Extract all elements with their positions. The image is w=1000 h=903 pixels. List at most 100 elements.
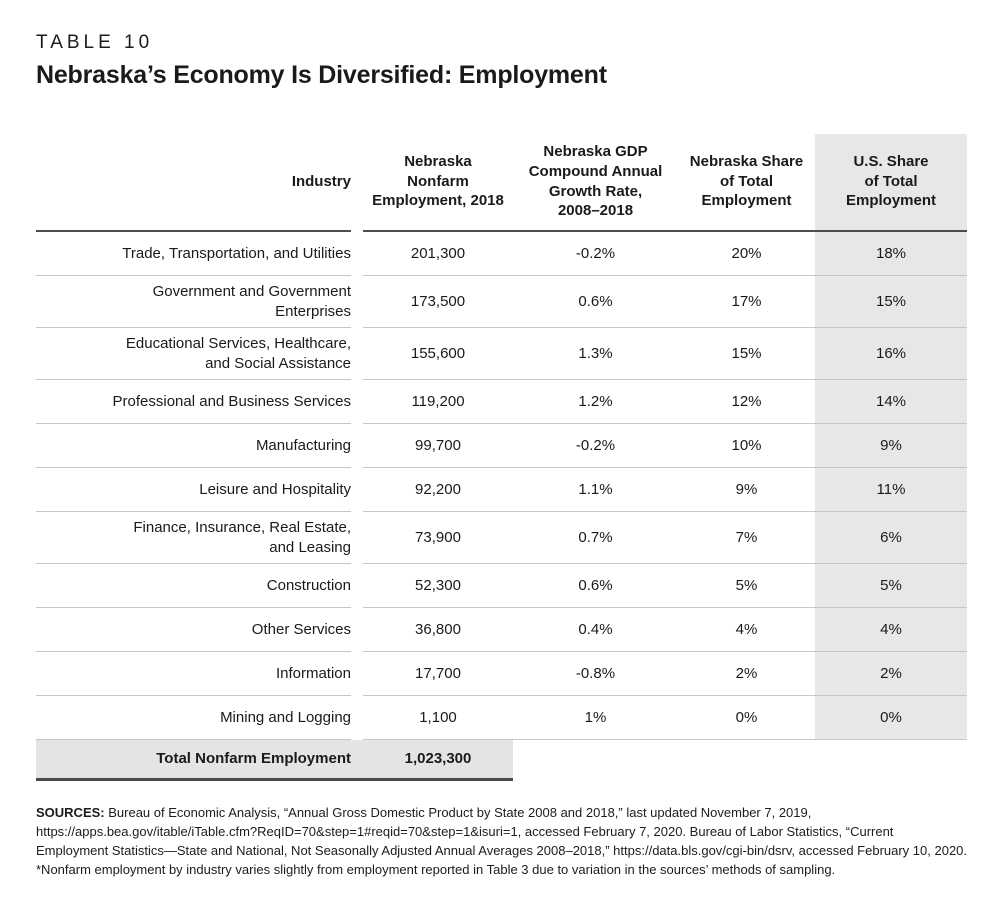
column-header-ne-share: Nebraska Share of Total Employment [678, 134, 815, 233]
column-gap [351, 696, 363, 740]
empty-cell [513, 740, 678, 781]
column-gap [351, 512, 363, 564]
ne-share-cell: 0% [678, 696, 815, 741]
employment-cell: 73,900 [363, 512, 513, 565]
employment-cell: 1,100 [363, 696, 513, 741]
us-share-cell: 0% [815, 696, 967, 741]
industry-cell: Construction [36, 564, 351, 609]
column-header-us-share: U.S. Share of Total Employment [815, 134, 967, 233]
column-gap [351, 740, 363, 782]
column-gap [351, 134, 363, 232]
total-label: Total Nonfarm Employment [36, 740, 351, 782]
industry-cell: Mining and Logging [36, 696, 351, 741]
employment-cell: 119,200 [363, 380, 513, 425]
sources-note: SOURCES: Bureau of Economic Analysis, “A… [36, 804, 967, 861]
table-row: Manufacturing 99,700 -0.2% 10% 9% [36, 424, 967, 469]
growth-cell: 0.6% [513, 276, 678, 329]
growth-cell: -0.2% [513, 424, 678, 469]
table-row: Leisure and Hospitality 92,200 1.1% 9% 1… [36, 468, 967, 513]
employment-cell: 92,200 [363, 468, 513, 513]
sources-label: SOURCES: [36, 805, 105, 821]
sources-text: Bureau of Economic Analysis, “Annual Gro… [36, 805, 968, 858]
industry-cell: Information [36, 652, 351, 697]
page-title: Nebraska’s Economy Is Diversified: Emplo… [36, 61, 607, 89]
column-gap [351, 424, 363, 468]
table-row: Information 17,700 -0.8% 2% 2% [36, 652, 967, 697]
employment-cell: 52,300 [363, 564, 513, 609]
employment-cell: 201,300 [363, 232, 513, 277]
table-footer: SOURCES: Bureau of Economic Analysis, “A… [36, 804, 967, 879]
total-row: Total Nonfarm Employment 1,023,300 [36, 740, 967, 782]
column-header-growth: Nebraska GDP Compound Annual Growth Rate… [513, 134, 678, 233]
growth-cell: 0.6% [513, 564, 678, 609]
industry-cell: Leisure and Hospitality [36, 468, 351, 513]
table-row: Mining and Logging 1,100 1% 0% 0% [36, 696, 967, 741]
employment-cell: 36,800 [363, 608, 513, 653]
us-share-cell: 2% [815, 652, 967, 697]
industry-cell: Finance, Insurance, Real Estate, and Lea… [36, 512, 351, 565]
ne-share-cell: 2% [678, 652, 815, 697]
table-row: Government and Government Enterprises 17… [36, 276, 967, 329]
industry-cell: Trade, Transportation, and Utilities [36, 232, 351, 277]
ne-share-cell: 20% [678, 232, 815, 277]
us-share-cell: 11% [815, 468, 967, 513]
total-value: 1,023,300 [363, 740, 513, 782]
column-gap [351, 652, 363, 696]
column-gap [351, 564, 363, 608]
table-number-label: TABLE 10 [36, 32, 154, 53]
growth-cell: 0.4% [513, 608, 678, 653]
us-share-cell: 15% [815, 276, 967, 329]
ne-share-cell: 12% [678, 380, 815, 425]
table-header-row: Industry Nebraska Nonfarm Employment, 20… [36, 134, 967, 233]
ne-share-cell: 15% [678, 328, 815, 381]
us-share-cell: 4% [815, 608, 967, 653]
industry-cell: Educational Services, Healthcare, and So… [36, 328, 351, 381]
empty-cell [815, 740, 967, 781]
growth-cell: 0.7% [513, 512, 678, 565]
column-gap [351, 468, 363, 512]
growth-cell: -0.2% [513, 232, 678, 277]
table-row: Professional and Business Services 119,2… [36, 380, 967, 425]
industry-cell: Professional and Business Services [36, 380, 351, 425]
table-row: Educational Services, Healthcare, and So… [36, 328, 967, 381]
us-share-cell: 6% [815, 512, 967, 565]
growth-cell: 1.3% [513, 328, 678, 381]
table-row: Trade, Transportation, and Utilities 201… [36, 232, 967, 277]
us-share-cell: 5% [815, 564, 967, 609]
growth-cell: 1% [513, 696, 678, 741]
employment-cell: 17,700 [363, 652, 513, 697]
column-gap [351, 380, 363, 424]
column-gap [351, 232, 363, 276]
ne-share-cell: 4% [678, 608, 815, 653]
growth-cell: -0.8% [513, 652, 678, 697]
us-share-cell: 16% [815, 328, 967, 381]
employment-cell: 155,600 [363, 328, 513, 381]
us-share-cell: 14% [815, 380, 967, 425]
ne-share-cell: 7% [678, 512, 815, 565]
table-row: Construction 52,300 0.6% 5% 5% [36, 564, 967, 609]
industry-cell: Other Services [36, 608, 351, 653]
column-gap [351, 276, 363, 328]
table-row: Finance, Insurance, Real Estate, and Lea… [36, 512, 967, 565]
ne-share-cell: 10% [678, 424, 815, 469]
column-gap [351, 328, 363, 380]
column-header-industry: Industry [36, 134, 351, 233]
ne-share-cell: 5% [678, 564, 815, 609]
employment-cell: 173,500 [363, 276, 513, 329]
column-header-employment: Nebraska Nonfarm Employment, 2018 [363, 134, 513, 233]
growth-cell: 1.2% [513, 380, 678, 425]
industry-cell: Government and Government Enterprises [36, 276, 351, 329]
column-gap [351, 608, 363, 652]
us-share-cell: 18% [815, 232, 967, 277]
growth-cell: 1.1% [513, 468, 678, 513]
employment-cell: 99,700 [363, 424, 513, 469]
ne-share-cell: 17% [678, 276, 815, 329]
industry-cell: Manufacturing [36, 424, 351, 469]
empty-cell [678, 740, 815, 781]
footnote: *Nonfarm employment by industry varies s… [36, 861, 836, 877]
employment-table: Industry Nebraska Nonfarm Employment, 20… [36, 134, 967, 782]
table-row: Other Services 36,800 0.4% 4% 4% [36, 608, 967, 653]
ne-share-cell: 9% [678, 468, 815, 513]
us-share-cell: 9% [815, 424, 967, 469]
